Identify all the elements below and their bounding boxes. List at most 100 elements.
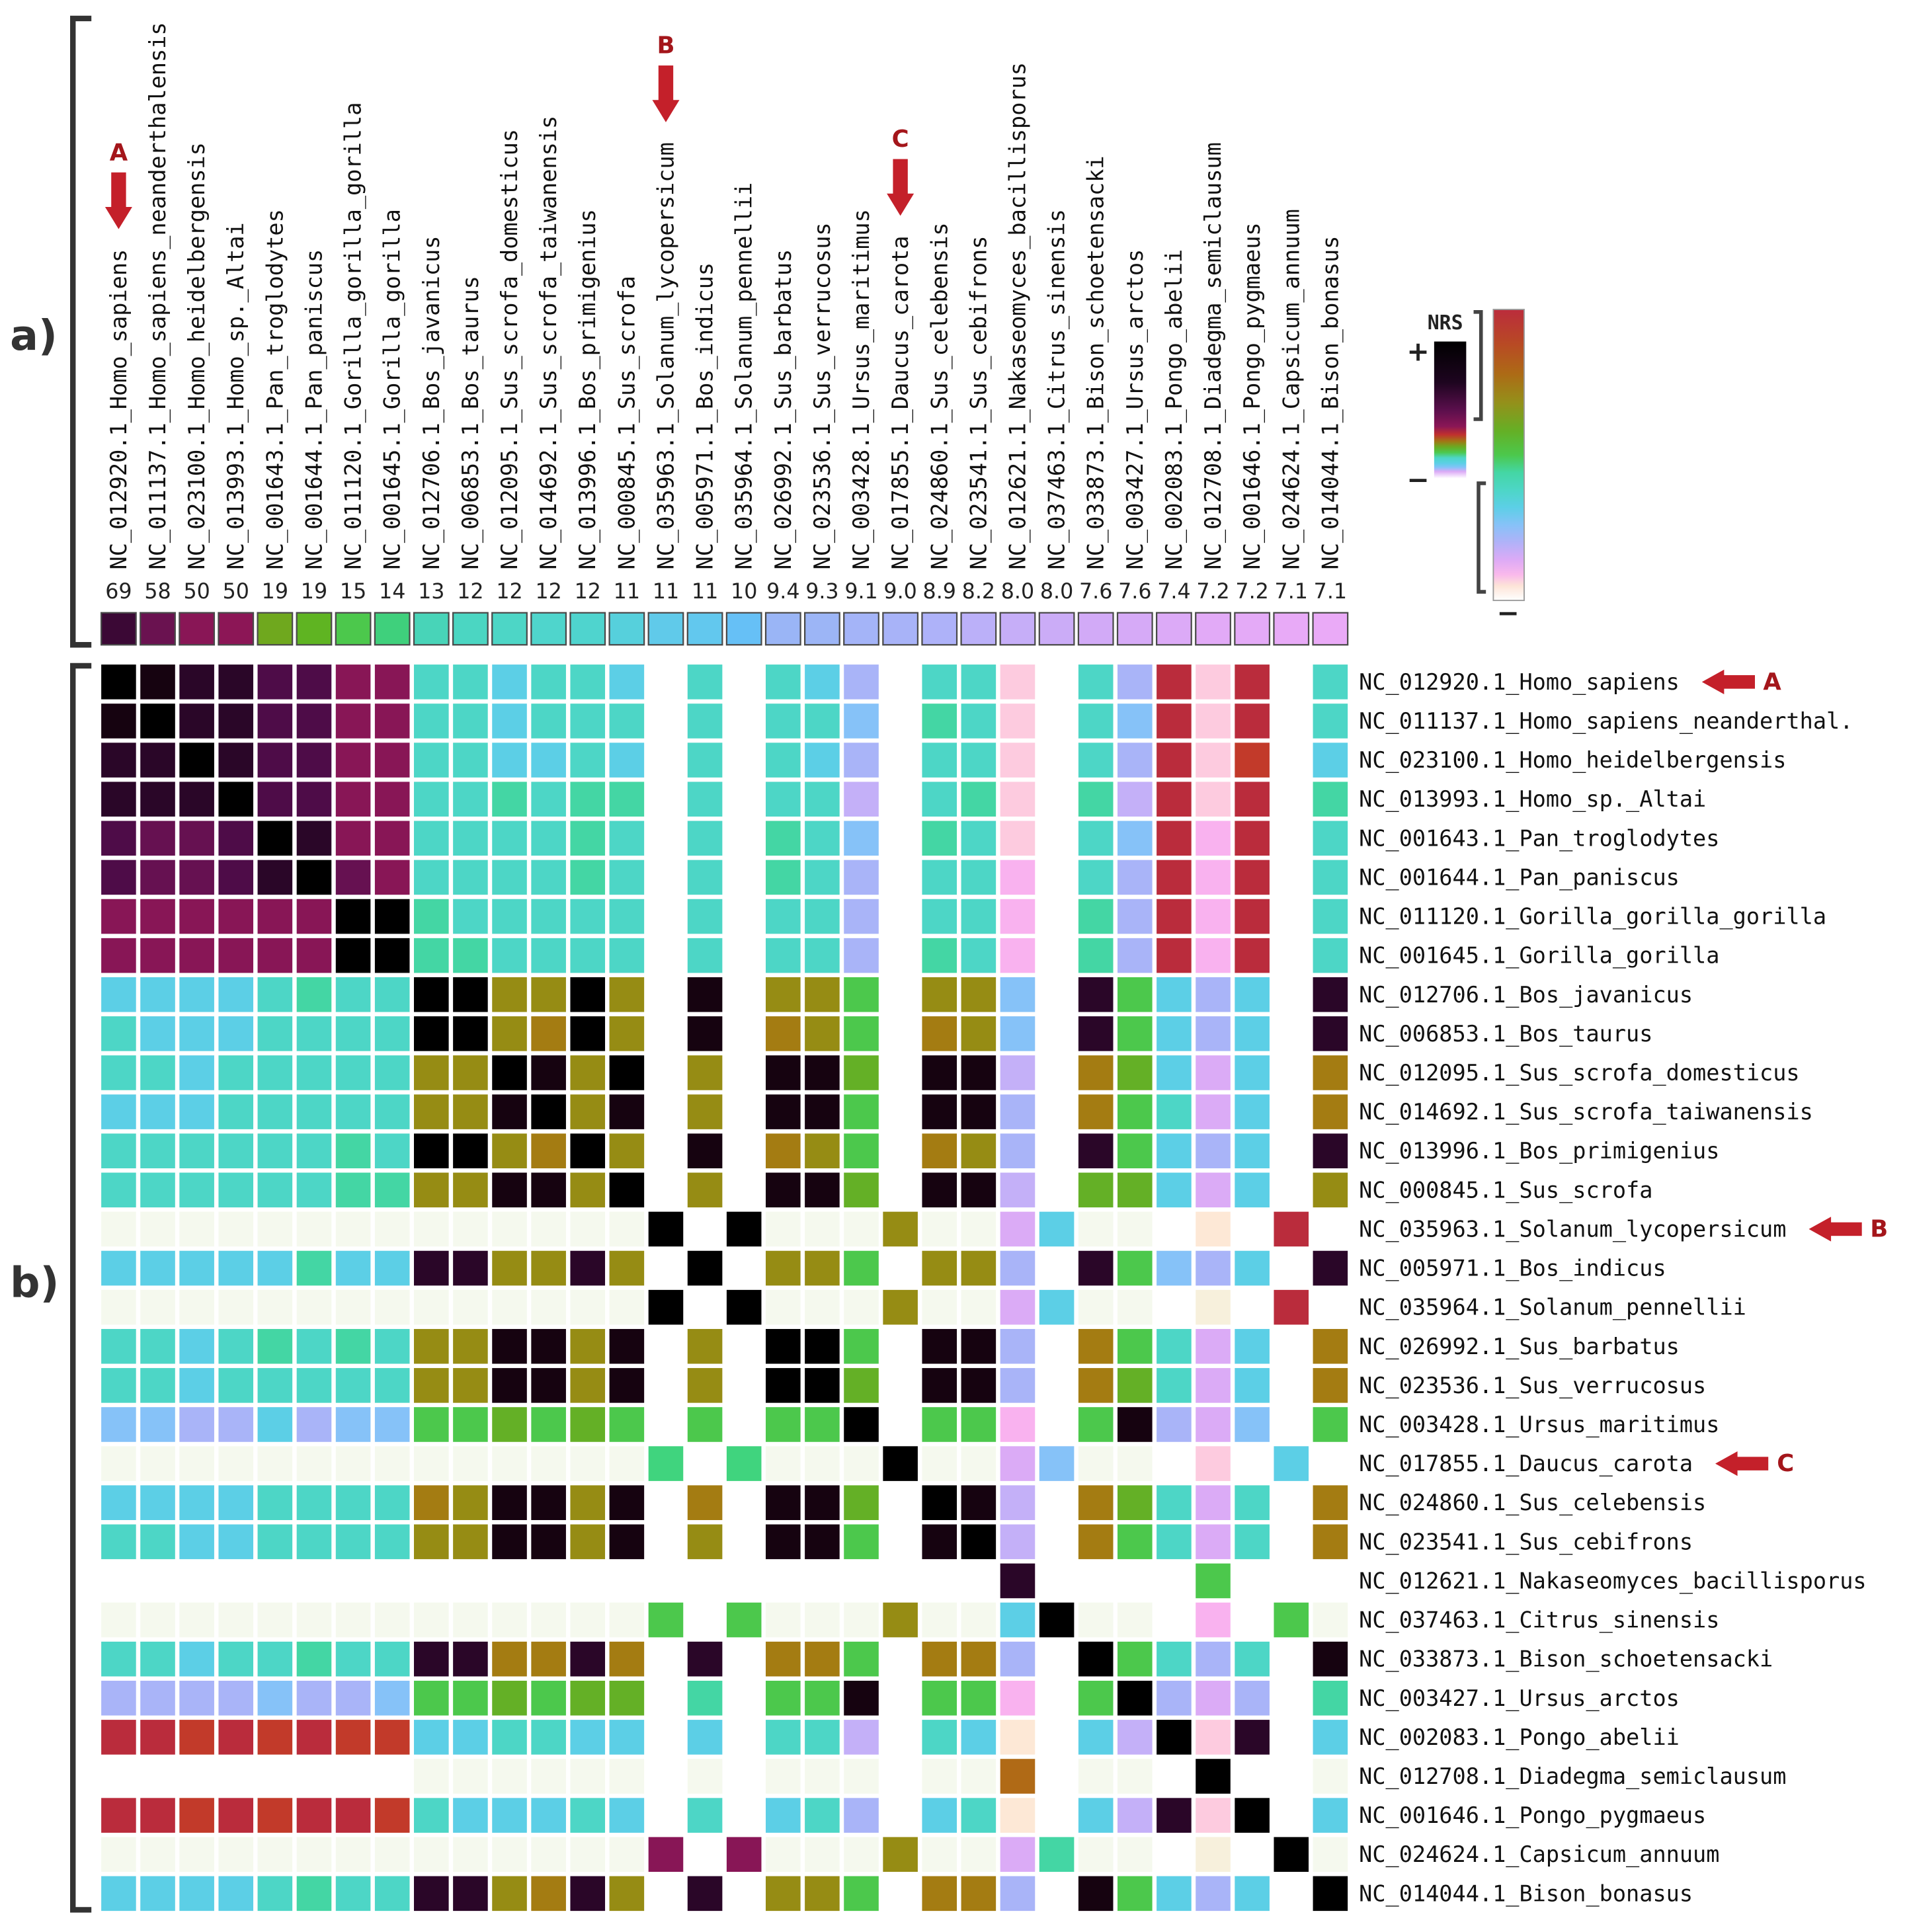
heatmap-cell (766, 1759, 801, 1794)
panel-b-bracket (70, 663, 92, 1913)
heatmap-cell (218, 938, 254, 973)
column-label: NC_003428.1_Ursus_maritimus (848, 209, 875, 569)
heatmap-cell (1078, 1016, 1114, 1051)
heatmap-cell (179, 1446, 214, 1481)
heatmap-cell (531, 1133, 566, 1168)
heatmap-cell (296, 1446, 332, 1481)
heatmap-cell (1000, 1837, 1036, 1872)
column-label: NC_023536.1_Sus_verrucosus (809, 222, 836, 569)
heatmap-cell (257, 664, 293, 700)
heatmap-cell (414, 1133, 449, 1168)
heatmap-cell (805, 860, 840, 895)
heatmap-cell (101, 1407, 136, 1442)
heatmap-cell (531, 1016, 566, 1051)
heatmap-cell (1157, 899, 1192, 934)
heatmap-cell (453, 1133, 488, 1168)
heatmap-cell (1157, 664, 1192, 700)
heatmap-cell (335, 704, 371, 739)
heatmap-cell (1078, 1759, 1114, 1794)
heatmap-cell (531, 1837, 566, 1872)
heatmap-cell (609, 1368, 645, 1403)
heatmap-cell (1000, 1016, 1036, 1051)
heatmap-cell (101, 860, 136, 895)
column-label: NC_000845.1_Sus_scrofa (614, 276, 640, 569)
heatmap-cell (805, 1250, 840, 1286)
heatmap-cell (492, 1876, 527, 1912)
heatmap-cell (1313, 1524, 1348, 1560)
heatmap-cell (1117, 1446, 1153, 1481)
row-label: NC_014692.1_Sus_scrofa_taiwanensis (1359, 1099, 1813, 1125)
heatmap-cell (1235, 1407, 1270, 1442)
down-arrow-shaft (658, 65, 674, 102)
row-label: NC_012920.1_Homo_sapiens (1359, 669, 1680, 696)
heatmap-cell (531, 899, 566, 934)
heatmap-cell (374, 1641, 410, 1677)
heatmap-cell (140, 1133, 175, 1168)
heatmap-cell (531, 743, 566, 778)
heatmap-cell (101, 1720, 136, 1755)
heatmap-cell (453, 1016, 488, 1051)
heatmap-cell (335, 899, 371, 934)
heatmap-cell (1235, 1328, 1270, 1364)
heatmap-cell (961, 1368, 996, 1403)
heatmap-cell (453, 860, 488, 895)
column-score-label: 7.2 (1235, 580, 1268, 604)
column-score-swatch (999, 612, 1036, 646)
heatmap-cell (1196, 664, 1231, 700)
column-label: NC_002083.1_Pongo_abelii (1161, 249, 1188, 570)
column-score-label: 12 (457, 580, 483, 604)
heatmap-cell (374, 1328, 410, 1364)
heatmap-cell (414, 1641, 449, 1677)
column-score-swatch (179, 612, 216, 646)
heatmap-cell (922, 1446, 957, 1481)
heatmap-cell (492, 938, 527, 973)
heatmap-cell (374, 1524, 410, 1560)
heatmap-cell (1235, 899, 1270, 934)
column-score-swatch (686, 612, 723, 646)
heatmap-cell (218, 1446, 254, 1481)
column-score-label: 50 (223, 580, 249, 604)
heatmap-cell (844, 664, 879, 700)
heatmap-cell (414, 743, 449, 778)
row-label: NC_024860.1_Sus_celebensis (1359, 1490, 1706, 1516)
heatmap-cell (335, 782, 371, 817)
heatmap-cell (296, 1094, 332, 1129)
heatmap-cell (805, 977, 840, 1012)
heatmap-cell (374, 1172, 410, 1208)
column-score-label: 8.9 (923, 580, 956, 604)
heatmap-cell (1078, 1680, 1114, 1716)
heatmap-cell (335, 1250, 371, 1286)
heatmap-cell (218, 1407, 254, 1442)
heatmap-cell (1313, 1055, 1348, 1090)
heatmap-cell (453, 1876, 488, 1912)
heatmap-cell (453, 1368, 488, 1403)
heatmap-cell (687, 1407, 723, 1442)
heatmap-cell (531, 1876, 566, 1912)
heatmap-cell (1313, 1485, 1348, 1521)
heatmap-cell (374, 1133, 410, 1168)
heatmap-cell (374, 1407, 410, 1442)
heatmap-cell (140, 899, 175, 934)
heatmap-cell (179, 821, 214, 856)
heatmap-cell (844, 743, 879, 778)
heatmap-cell (922, 1368, 957, 1403)
heatmap-cell (101, 664, 136, 700)
heatmap-cell (257, 1446, 293, 1481)
heatmap-cell (570, 1798, 606, 1833)
heatmap-cell (1274, 1211, 1309, 1247)
heatmap-cell (1117, 1368, 1153, 1403)
heatmap-cell (1117, 1485, 1153, 1521)
column-label: NC_035963.1_Solanum_lycopersicum (653, 142, 679, 569)
heatmap-cell (414, 1094, 449, 1129)
column-label: NC_005971.1_Bos_indicus (692, 262, 719, 570)
heatmap-cell (179, 1289, 214, 1325)
heatmap-cell (492, 1172, 527, 1208)
heatmap-cell (257, 1680, 293, 1716)
heatmap-cell (1157, 1172, 1192, 1208)
heatmap-cell (1313, 1837, 1348, 1872)
heatmap-cell (414, 977, 449, 1012)
heatmap-cell (883, 1602, 918, 1638)
column-label: NC_012095.1_Sus_scrofa_domesticus (497, 129, 523, 570)
column-score-swatch (1195, 612, 1231, 646)
heatmap-cell (1313, 860, 1348, 895)
